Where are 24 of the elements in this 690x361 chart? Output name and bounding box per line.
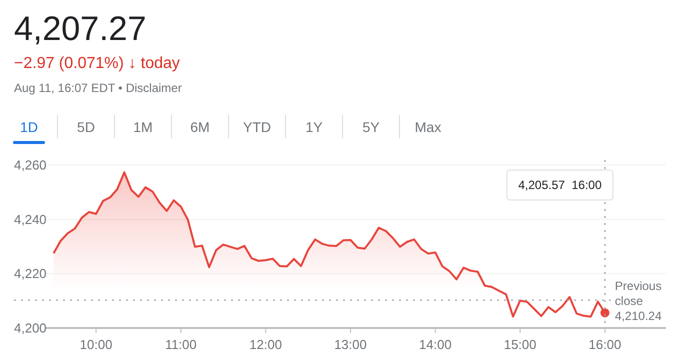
text: 1D	[20, 119, 38, 135]
x-tick-label: 11:00	[165, 337, 197, 352]
text: Max	[414, 119, 442, 135]
chart-title: 4,207.27	[14, 10, 146, 48]
text: 5Y	[362, 119, 380, 135]
text: 6M	[190, 119, 210, 135]
x-tick-label: 15:00	[504, 337, 536, 352]
text: YTD	[243, 119, 271, 135]
text: Aug 11, 16:07 EDT • Disclaimer	[14, 81, 182, 95]
x-tick-label: 14:00	[419, 337, 452, 352]
y-tick-label: 4,220	[14, 266, 47, 282]
text: 1M	[133, 119, 153, 135]
x-tick-label: 10:00	[80, 337, 112, 352]
text: 5D	[77, 119, 95, 135]
text: 1Y	[305, 119, 324, 135]
y-tick-label: 4,200	[14, 320, 47, 336]
chart-subtitle: −2.97 (0.071%) ↓ today	[14, 55, 180, 72]
y-tick-label: 4,260	[14, 158, 47, 173]
ref-line-label: Previous close 4,210.24	[614, 279, 662, 324]
x-tick-label: 16:00	[588, 337, 622, 352]
y-tick-label: 4,240	[14, 212, 47, 227]
x-tick-label: 13:00	[334, 337, 367, 352]
x-tick-label: 12:00	[249, 337, 282, 352]
annotation: 4,205.57 16:00	[518, 178, 602, 192]
